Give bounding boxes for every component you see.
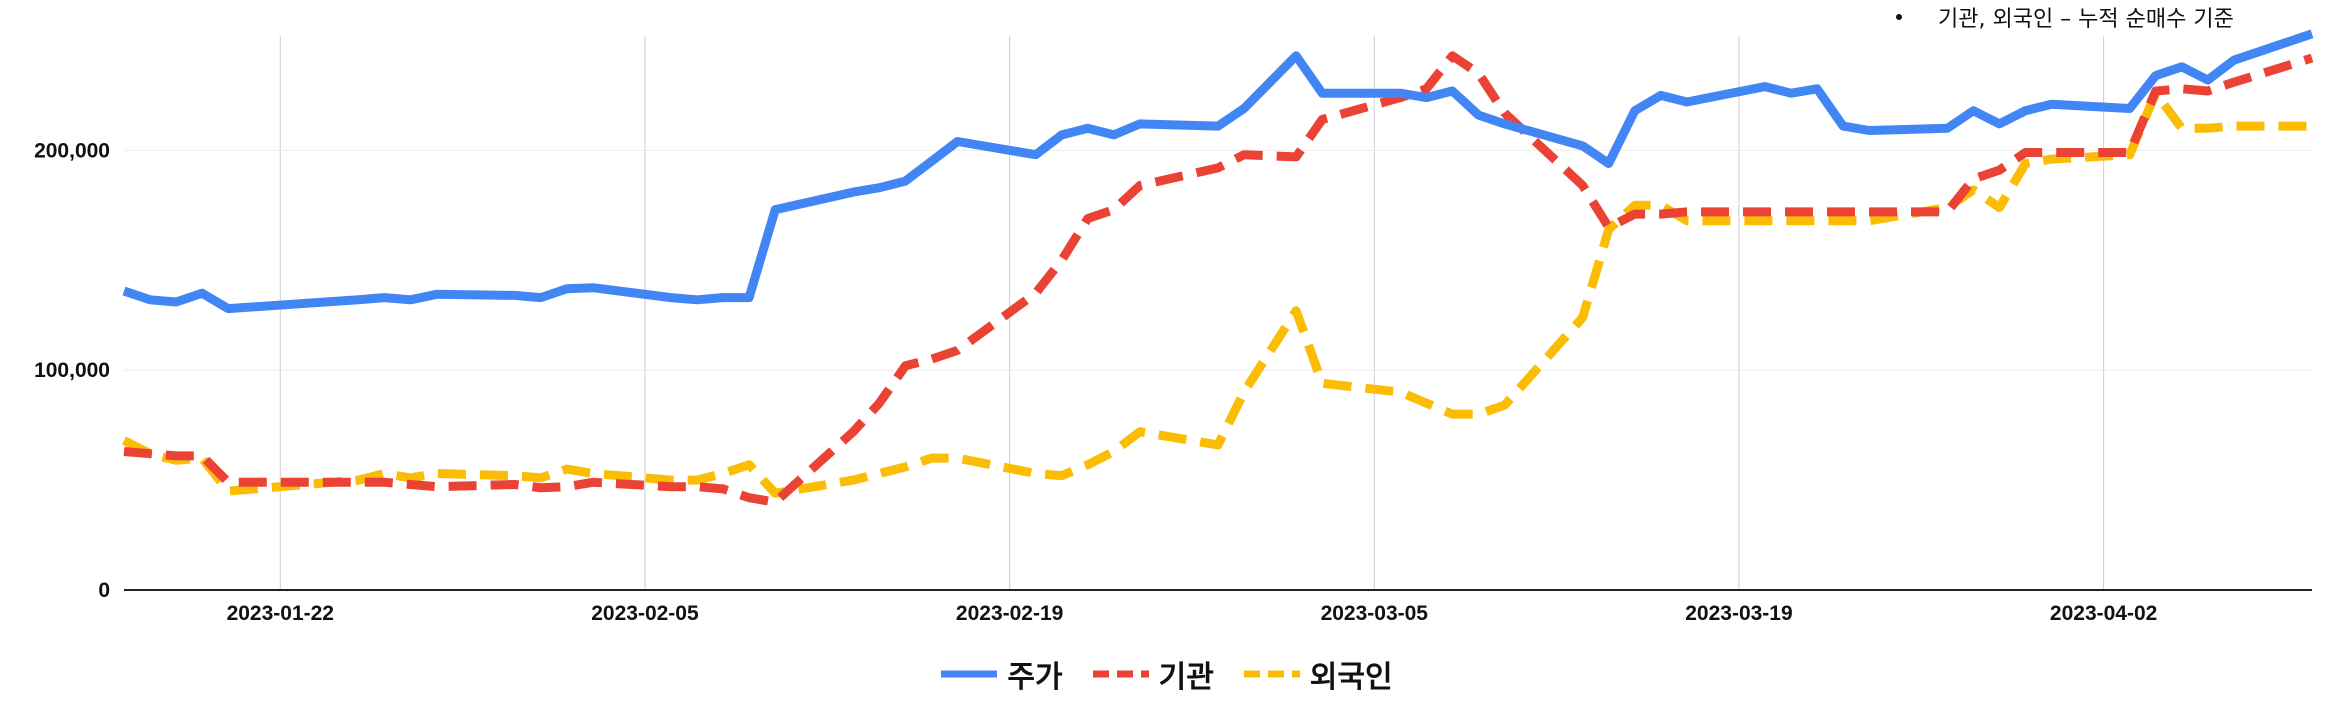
legend-label-foreigner: 외국인 — [1309, 660, 1393, 695]
x-tick-label: 2023-02-05 — [591, 602, 699, 625]
series-lines — [121, 29, 2314, 507]
legend-swatch-institution — [1092, 670, 1149, 678]
y-tick-label: 100,000 — [34, 359, 110, 382]
x-tick-label: 2023-03-19 — [1685, 602, 1792, 625]
legend-swatch-stock-price — [941, 670, 998, 678]
axes: 2023-01-22 2023-02-05 2023-02-19 2023-03-05… — [34, 139, 2312, 625]
x-tick-label: 2023-02-19 — [956, 602, 1063, 625]
grid-lines — [124, 36, 2312, 590]
series-line-institution — [123, 51, 2314, 507]
legend-item-stock-price[interactable]: 주가 — [939, 652, 1063, 696]
legend-label-stock-price: 주가 — [1007, 660, 1063, 695]
y-tick-label: 0 — [98, 579, 110, 602]
legend-swatch-foreigner — [1243, 670, 1300, 678]
series-line-stock-price — [122, 29, 2314, 314]
legend-item-foreigner[interactable]: 외국인 — [1242, 652, 1393, 696]
legend: 주가 기관 외국인 — [0, 652, 2332, 696]
chart-note-text: 기관, 외국인 – 누적 순매수 기준 — [1938, 7, 2234, 32]
y-tick-label: 200,000 — [34, 139, 110, 162]
x-tick-label: 2023-01-22 — [227, 602, 334, 625]
x-tick-label: 2023-04-02 — [2050, 602, 2157, 625]
legend-item-institution[interactable]: 기관 — [1091, 652, 1214, 696]
bullet-icon — [1896, 14, 1902, 20]
x-tick-label: 2023-03-05 — [1321, 602, 1429, 625]
chart-note: 기관, 외국인 – 누적 순매수 기준 — [1896, 0, 2234, 34]
legend-label-institution: 기관 — [1158, 660, 1214, 695]
